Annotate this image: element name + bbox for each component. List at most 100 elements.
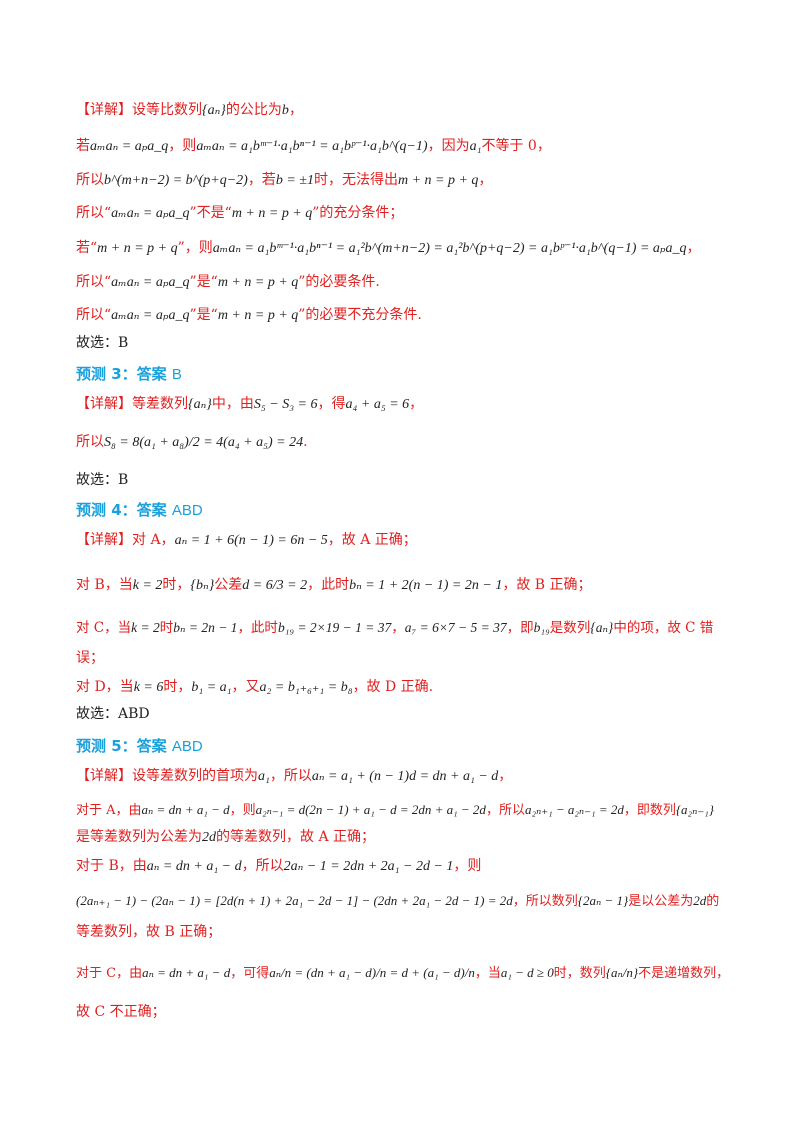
math-expression: S₅ − S₃ = 6	[253, 397, 318, 412]
text-span: 中，由	[211, 396, 254, 412]
math-expression: b	[281, 103, 289, 118]
text-span: ，	[391, 620, 405, 636]
text-span: 设等比数列	[132, 102, 202, 118]
text-line-l7: 所以“aₘaₙ = aₚa_q”是“m + n = p + q”的必要不充分条件…	[76, 305, 726, 326]
text-span: 是以公差为	[628, 894, 694, 909]
math-expression: (2aₙ₊₁ − 1) − (2aₙ − 1) = [2d(n + 1) + 2…	[76, 893, 513, 908]
math-expression: b₁ = a₁	[191, 680, 232, 695]
math-expression: a₁	[469, 139, 482, 154]
text-span: 中的项，故 C 错	[613, 620, 714, 636]
math-expression: aₘaₙ = aₚa_q	[111, 308, 190, 323]
text-span: 对 B，当	[76, 577, 133, 593]
text-span: ”的必要条件.	[298, 274, 380, 290]
explanation-label: 【详解】	[76, 532, 132, 548]
math-expression: {2aₙ − 1}	[577, 893, 629, 908]
text-span: ，此时	[307, 577, 350, 593]
text-span: ”的充分条件；	[312, 205, 404, 221]
text-span: ，则	[453, 858, 482, 874]
math-expression: {a₂ₙ₋₁}	[675, 802, 714, 817]
explanation-label: 【详解】	[76, 396, 132, 412]
math-expression: aₘaₙ = aₚa_q	[111, 206, 190, 221]
text-span: ，故 A 正确；	[327, 532, 417, 548]
text-span: ”不是“	[189, 205, 232, 221]
text-line-l15: 对 B，当k = 2时，{bₙ}公差d = 6/3 = 2，此时bₙ = 1 +…	[76, 575, 726, 596]
text-span: ，	[288, 102, 303, 118]
math-expression: a₁ − d ≥ 0	[500, 965, 554, 980]
math-expression: d = 6/3 = 2	[242, 578, 308, 593]
text-span: 对于 B，由	[76, 858, 147, 874]
text-line-l4: 所以“aₘaₙ = aₚa_q”不是“m + n = p + q”的充分条件；	[76, 203, 726, 224]
math-expression: a₂ₙ₊₁ − a₂ₙ₋₁ = 2d	[524, 802, 624, 817]
text-span: 故选：B	[76, 472, 129, 488]
math-expression: aₙ = dn + a₁ − d	[146, 859, 242, 874]
text-span: 所以“	[76, 274, 112, 290]
text-span: 时，无法得出	[313, 172, 398, 188]
text-span: 对于 A，由	[76, 803, 142, 818]
math-expression: 2d	[693, 893, 707, 908]
text-line-l27: 对于 C，由aₙ = dn + a₁ − d，可得aₙ/n = (dn + a₁…	[76, 963, 730, 984]
text-span: 时	[159, 620, 174, 636]
explanation-label: 【详解】	[76, 102, 132, 118]
heading-label: 预测 5：答案	[76, 737, 172, 755]
heading-label: 预测 3：答案	[76, 365, 172, 383]
text-span: ，即	[506, 620, 534, 636]
math-expression: aₘaₙ = aₚa_q	[90, 139, 169, 154]
math-expression: aₙ = dn + a₁ − d	[141, 802, 230, 817]
math-expression: bₙ = 2n − 1	[173, 620, 238, 635]
text-line-l11: 所以S₈ = 8(a₁ + a₈)/2 = 4(a₄ + a₅) = 24.	[76, 432, 726, 453]
text-line-l5: 若“m + n = p + q”，则aₘaₙ = a₁bᵐ⁻¹·a₁bⁿ⁻¹ =…	[76, 238, 726, 259]
text-span: ，故 B 正确；	[502, 577, 592, 593]
text-span: ，若	[247, 172, 276, 188]
math-expression: bₙ = 1 + 2(n − 1) = 2n − 1	[349, 578, 503, 593]
text-span: ，即数列	[623, 803, 676, 818]
math-expression: {aₙ/n}	[605, 965, 639, 980]
text-span: 不等于 0，	[481, 138, 551, 154]
text-span: ，故 D 正确.	[352, 679, 434, 695]
text-span: 所以“	[76, 205, 112, 221]
math-expression: b₁₉ = 2×19 − 1 = 37	[277, 620, 392, 635]
math-expression: {aₙ}	[202, 103, 226, 118]
prediction-heading-h4: 预测 4：答案 ABD	[76, 500, 203, 521]
text-span: 的	[706, 894, 720, 909]
math-expression: {aₙ}	[188, 397, 212, 412]
text-span: ，得	[317, 396, 346, 412]
heading-answer: ABD	[171, 738, 203, 755]
math-expression: aₙ = dn + a₁ − d	[142, 965, 231, 980]
text-span: 误；	[76, 650, 104, 666]
text-line-l18: 对 D，当k = 6时，b₁ = a₁，又a₂ = b₁₊₆₊₁ = b₈，故 …	[76, 677, 726, 698]
text-span: ”，则	[177, 240, 213, 256]
math-expression: 2d	[202, 830, 216, 845]
text-span: 故 C 不正确；	[76, 1004, 166, 1020]
math-expression: S₈ = 8(a₁ + a₈)/2 = 4(a₄ + a₅) = 24	[104, 435, 304, 450]
text-line-l1: 【详解】设等比数列{aₙ}的公比为b，	[76, 100, 726, 121]
text-span: .	[303, 434, 308, 450]
math-expression: m + n = p + q	[397, 173, 479, 188]
text-span: ，所以	[485, 803, 525, 818]
math-expression: m + n = p + q	[217, 275, 299, 290]
text-line-l2: 若aₘaₙ = aₚa_q，则aₘaₙ = a₁bᵐ⁻¹·a₁bⁿ⁻¹ = a₁…	[76, 136, 726, 157]
text-span: 时，数列	[553, 966, 606, 981]
text-span: 等差数列	[132, 396, 188, 412]
text-line-l22: 对于 A，由aₙ = dn + a₁ − d，则a₂ₙ₋₁ = d(2n − 1…	[76, 800, 726, 821]
math-expression: k = 2	[132, 578, 163, 593]
prediction-heading-h5: 预测 5：答案 ABD	[76, 736, 203, 757]
text-span: 是数列	[549, 620, 591, 636]
math-expression: aₙ = a₁ + (n − 1)d = dn + a₁ − d	[311, 769, 499, 784]
text-span: 若“	[76, 240, 98, 256]
math-expression: m + n = p + q	[231, 206, 313, 221]
text-span: ，当	[474, 966, 501, 981]
math-expression: aₙ = 1 + 6(n − 1) = 6n − 5	[174, 533, 328, 548]
text-span: ，	[498, 768, 513, 784]
text-span: ，	[686, 240, 701, 256]
text-span: 等差数列，故 B 正确；	[76, 924, 222, 940]
text-line-l26: 等差数列，故 B 正确；	[76, 922, 726, 942]
math-expression: a₇ = 6×7 − 5 = 37	[404, 620, 507, 635]
text-span: 是等差数列为公差为	[76, 829, 202, 845]
math-expression: b = ±1	[275, 173, 314, 188]
text-span: ，	[409, 396, 424, 412]
text-span: 对于 C，由	[76, 966, 143, 981]
text-span: 不是递增数列，	[638, 966, 730, 981]
math-expression: aₘaₙ = a₁bᵐ⁻¹·a₁bⁿ⁻¹ = a₁²b^(m+n−2) = a₁…	[212, 241, 687, 256]
text-span: ”是“	[189, 307, 218, 323]
